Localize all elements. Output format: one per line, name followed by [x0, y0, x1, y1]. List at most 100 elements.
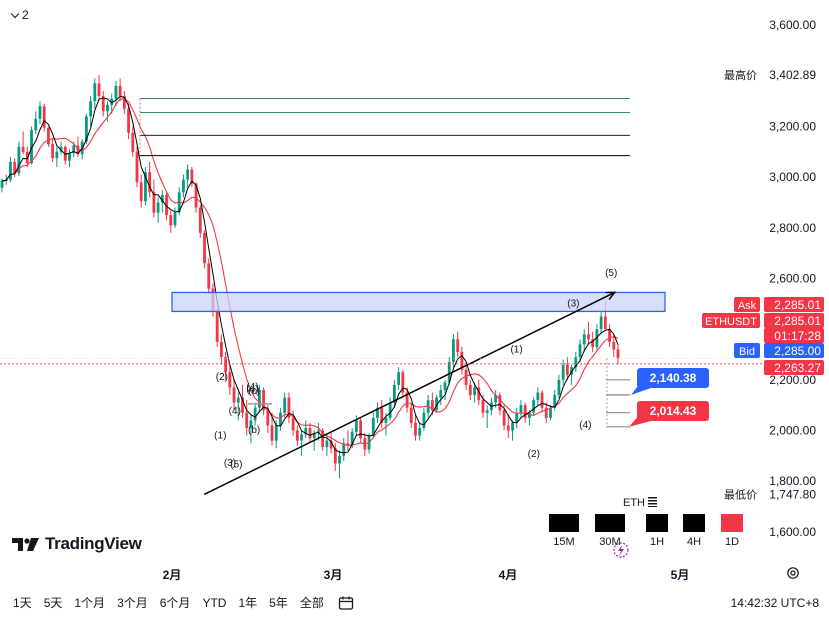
candle-body [173, 212, 177, 226]
range-button[interactable]: 1个月 [74, 596, 106, 610]
candle-body [274, 425, 278, 441]
y-tick-label: 2,600.00 [769, 272, 816, 286]
candle-body [169, 215, 173, 226]
candle-body [219, 341, 223, 358]
candle-body [350, 431, 354, 446]
price-tag-label-box [702, 313, 760, 328]
candle-body [582, 334, 586, 345]
range-button[interactable]: 全部 [299, 596, 324, 610]
timeframe-swatch [683, 514, 705, 532]
wave-label: (3) [567, 298, 579, 309]
collapse-indicators-button[interactable]: 2 [6, 6, 35, 24]
range-button[interactable]: 5天 [43, 596, 63, 610]
candle-body [118, 85, 122, 97]
candle-body [401, 372, 405, 393]
calendar-icon[interactable] [338, 595, 354, 611]
price-tag-box [764, 297, 824, 312]
candle-body [384, 417, 388, 423]
moving-average-black [1, 95, 619, 454]
candle-body [241, 397, 244, 413]
candle-body [485, 410, 489, 413]
candle-body [519, 405, 523, 413]
candle-body [565, 364, 569, 375]
candle-body [30, 130, 33, 164]
candle-body [144, 172, 147, 202]
candle-body [257, 389, 261, 408]
price-tag-value: 2,263.27 [774, 361, 821, 375]
settings-gear-icon[interactable] [786, 566, 800, 580]
candle-body [266, 410, 270, 426]
timeframe-15m[interactable]: 15M [545, 514, 583, 548]
wave-label: (4) [229, 406, 241, 417]
price-tag-value: 2,285.01 [774, 298, 821, 312]
timeframe-30m[interactable]: 30M [591, 514, 629, 548]
candle-body [502, 410, 506, 426]
price-tag-box [764, 360, 824, 375]
wave-label: (4) [246, 382, 258, 393]
range-button[interactable]: 1年 [238, 596, 258, 610]
target-label-value: 2,140.38 [650, 371, 697, 385]
candle-body [300, 434, 303, 441]
tradingview-logo[interactable]: TradingView [12, 534, 142, 554]
price-tag-label: Bid [739, 346, 755, 358]
timeframe-1h[interactable]: 1H [638, 514, 676, 548]
candle-body [329, 440, 333, 449]
candle-body [34, 118, 38, 131]
lightning-bolt [618, 545, 624, 556]
wave-label: (1) [214, 431, 226, 442]
candle-body [392, 384, 396, 403]
candle-body [574, 357, 578, 368]
range-button[interactable]: 3个月 [117, 596, 148, 610]
candle-body [198, 207, 202, 233]
candle-body [612, 341, 616, 350]
candle-body [84, 116, 88, 142]
candle-body [122, 96, 126, 109]
candle-body [270, 425, 274, 441]
clock-readout[interactable]: 14:42:32 UTC+8 [730, 596, 819, 610]
candle-body [506, 425, 510, 431]
wave-label: (5) [605, 268, 617, 279]
y-tick-label: 3,200.00 [769, 119, 816, 133]
candle-body [464, 369, 468, 385]
candle-body [430, 400, 434, 411]
price-tag-box [764, 313, 824, 328]
y-tick-label: 3,000.00 [769, 170, 816, 184]
candle-body [447, 362, 451, 383]
candle-body [186, 169, 190, 180]
range-button[interactable]: 1天 [13, 596, 32, 610]
price-tag-value: 2,285.01 [774, 314, 821, 328]
target-label-pointer [629, 413, 651, 427]
candle-body [21, 146, 25, 152]
timeframe-label: 30M [599, 536, 621, 548]
candle-body [422, 412, 426, 428]
candle-body [312, 433, 316, 439]
tf-symbol-label: ETH [623, 497, 658, 509]
wave-label: (5) [230, 459, 242, 470]
candle-body [388, 402, 392, 418]
timeframe-1d[interactable]: 1D [713, 514, 751, 548]
candle-body [599, 316, 603, 330]
timeframe-4h[interactable]: 4H [675, 514, 713, 548]
range-button[interactable]: YTD [202, 596, 227, 610]
y-tick-label: 2,000.00 [769, 424, 816, 438]
timeframe-label: 1D [724, 536, 740, 548]
candle-body [0, 180, 4, 188]
range-button[interactable]: 5年 [269, 596, 288, 610]
price-tag-label-box [734, 343, 760, 358]
candle-body [473, 387, 476, 396]
wave-label: (1) [510, 344, 522, 355]
timeframe-panel: ETH 15M 30M 1H 4H 1D [540, 497, 750, 555]
candle-body [283, 397, 287, 413]
range-button[interactable]: 6个月 [159, 596, 191, 610]
target-label-box [637, 401, 709, 421]
candle-body [72, 145, 76, 154]
candle-body [295, 430, 299, 441]
candle-body [435, 397, 438, 411]
countdown-box [764, 328, 824, 343]
candle-body [549, 407, 552, 418]
candle-body [262, 389, 265, 411]
price-tag-label-box [734, 297, 760, 312]
candle-body [553, 395, 557, 408]
